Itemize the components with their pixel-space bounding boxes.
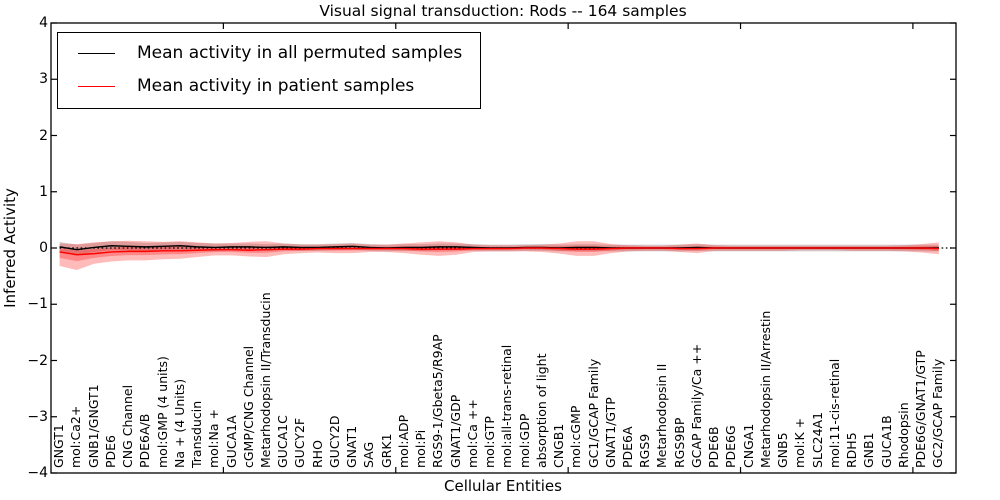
x-category-label: PDE6B	[706, 426, 722, 468]
x-category-label: CNGA1	[740, 423, 756, 468]
x-category-label: GRK1	[378, 433, 394, 468]
x-category-label: Metarhodopsin II	[654, 363, 670, 468]
y-tick-label: −2	[27, 352, 48, 369]
x-category-label: mol:Pi	[413, 429, 429, 468]
legend: Mean activity in all permuted samples Me…	[57, 32, 482, 109]
x-category-label: RDH5	[844, 432, 860, 468]
x-category-label: GNB1	[861, 432, 877, 468]
x-category-label: mol:11-cis-retinal	[826, 358, 842, 468]
x-category-label: RGS9-1/Gbeta5/R9AP	[430, 334, 446, 468]
x-category-label: PDE6	[102, 434, 118, 468]
patient-line-swatch-icon	[78, 85, 115, 87]
x-category-label: GNB5	[775, 432, 791, 468]
y-tick-label: −4	[27, 465, 48, 481]
x-category-label: GC2/GCAP Family	[930, 358, 946, 468]
x-category-label: GNAT1/GDP	[447, 394, 463, 468]
x-category-label: RGS9BP	[671, 417, 687, 468]
permuted-line-swatch-icon	[78, 52, 115, 54]
x-category-label: GNAT1	[344, 425, 360, 468]
patient-mean-line	[59, 247, 939, 256]
y-tick-label: 3	[39, 71, 48, 88]
x-category-label: GCAP Family/Ca ++	[688, 343, 704, 468]
y-tick-label: −1	[27, 296, 48, 313]
x-category-label: Transducin	[189, 400, 205, 468]
x-category-label: GUCA1C	[275, 415, 291, 468]
y-tick-label: −3	[27, 408, 48, 425]
x-category-label: Metarhodopsin II/Arrestin	[757, 310, 773, 468]
x-category-label: PDE6G	[723, 425, 739, 468]
x-category-label: SLC24A1	[809, 411, 825, 468]
x-category-label: GUCY2F	[292, 417, 308, 468]
x-category-label: CNG Channel	[120, 384, 136, 468]
x-category-label: mol:Na +	[206, 409, 222, 468]
x-category-label: PDE6A	[619, 426, 635, 468]
x-category-label: mol:GMP (4 units)	[154, 356, 170, 468]
x-category-label: RHO	[309, 440, 325, 468]
x-category-label: RGS9	[637, 433, 653, 468]
x-category-label: mol:cGMP	[568, 405, 584, 468]
x-category-label: Na + (4 Units)	[171, 378, 187, 468]
x-category-label: GC1/GCAP Family	[585, 358, 601, 468]
x-category-label: absorption of light	[533, 353, 549, 468]
x-category-label: mol:all-trans-retinal	[499, 344, 515, 468]
x-category-label: GUCY2D	[326, 415, 342, 468]
legend-row-patient: Mean activity in patient samples	[72, 76, 462, 96]
x-category-label: GNGT1	[51, 424, 67, 468]
x-category-label: GUCA1B	[878, 415, 894, 468]
x-axis-label: Cellular Entities	[444, 477, 562, 495]
x-category-label: GNB1/GNGT1	[85, 384, 101, 468]
x-category-label: Rhodopsin	[895, 402, 911, 468]
x-category-label: CNGB1	[551, 423, 567, 468]
x-category-label: mol:Ca ++	[464, 399, 480, 468]
y-tick-label: 0	[39, 240, 48, 256]
x-category-label: mol:K +	[792, 417, 808, 468]
x-category-label: GNAT1/GTP	[602, 397, 618, 468]
x-category-label: mol:GDP	[516, 413, 532, 468]
legend-label-patient: Mean activity in patient samples	[137, 76, 415, 96]
legend-row-permuted: Mean activity in all permuted samples	[72, 43, 462, 63]
x-category-label: GUCA1A	[223, 415, 239, 468]
x-category-label: PDE6A/B	[137, 413, 153, 468]
x-category-label: cGMP/CNG Channel	[240, 345, 256, 468]
x-category-label: mol:Ca2+	[68, 405, 84, 468]
x-category-label: Metarhodopsin II/Transducin	[257, 292, 273, 468]
x-category-label: mol:GTP	[482, 416, 498, 468]
x-category-label: PDE6G/GNAT1/GTP	[913, 350, 929, 468]
x-category-label: SAG	[361, 441, 377, 468]
axes-frame	[50, 22, 957, 474]
y-tick-label: 1	[39, 183, 48, 200]
y-tick-label: 4	[39, 15, 48, 31]
y-tick-label: 2	[39, 127, 48, 144]
chart-title: Visual signal transduction: Rods -- 164 …	[319, 2, 687, 20]
legend-label-permuted: Mean activity in all permuted samples	[137, 43, 463, 63]
x-category-label: mol:ADP	[395, 414, 411, 468]
